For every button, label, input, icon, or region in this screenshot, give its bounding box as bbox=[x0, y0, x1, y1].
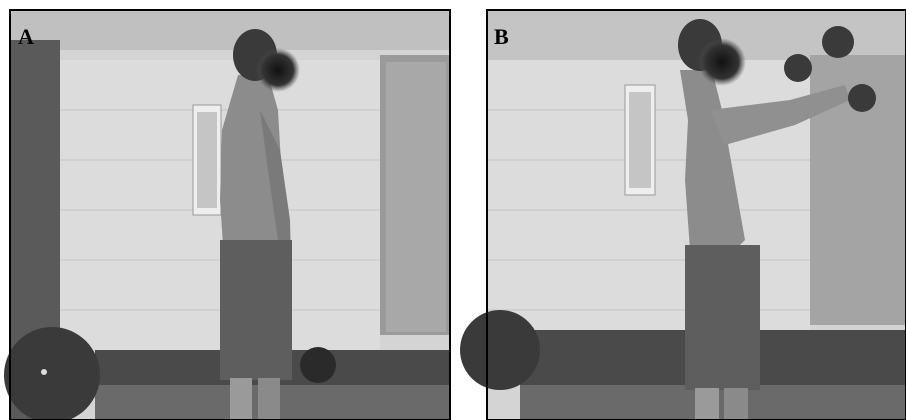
panel-label: B bbox=[494, 24, 509, 49]
photo-panel-b: B bbox=[460, 9, 906, 420]
photo-panel-a: A bbox=[4, 9, 451, 420]
panel-label: A bbox=[18, 24, 34, 49]
